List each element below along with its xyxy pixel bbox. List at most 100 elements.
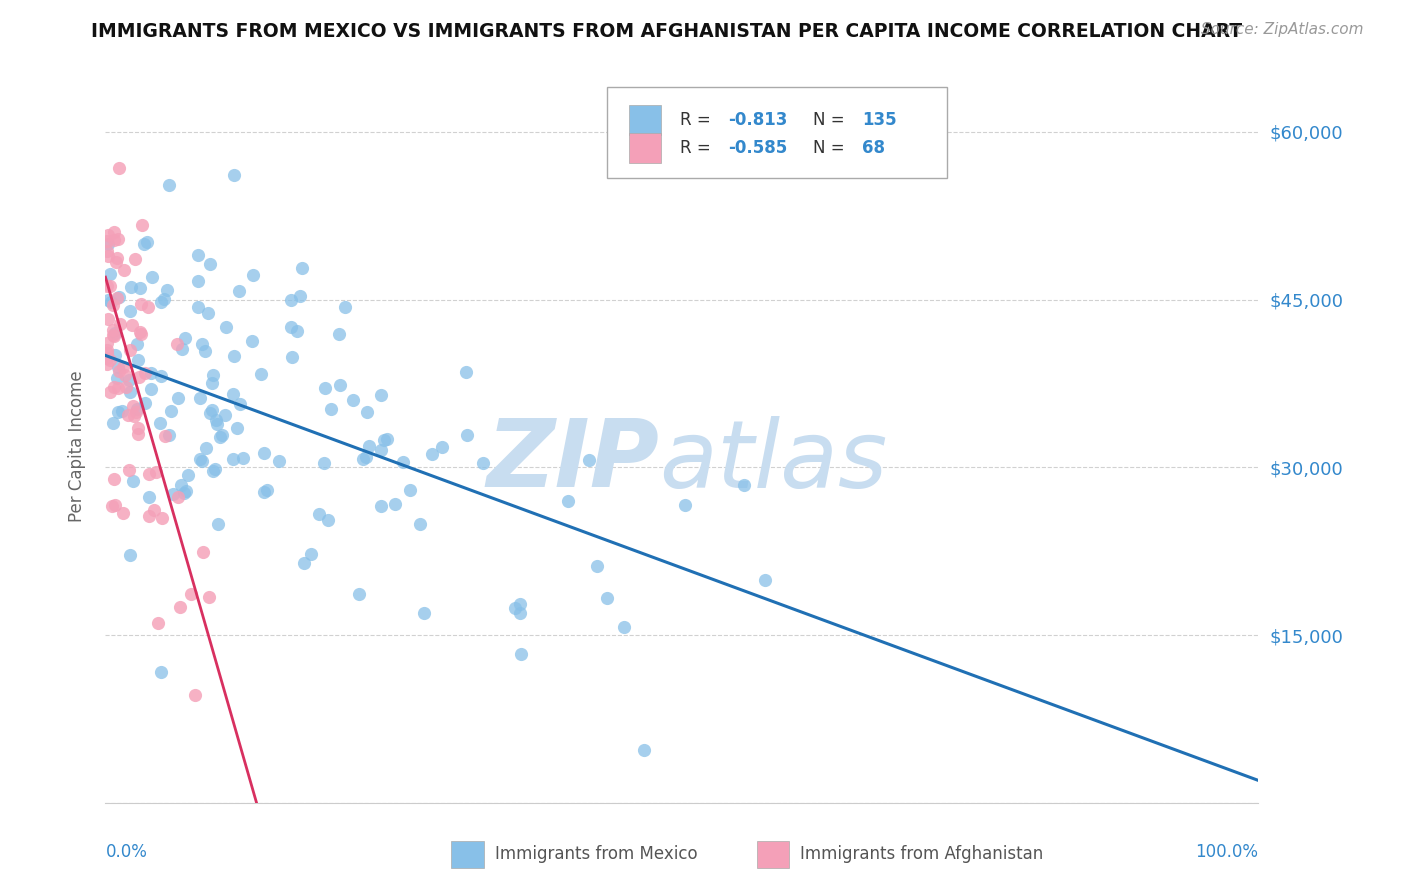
Point [285, 324, 308, 338]
Point [107, 405, 129, 419]
Point [392, 455, 415, 469]
Point [103, 472, 125, 486]
Point [430, 440, 453, 454]
Point [141, 269, 163, 284]
Point [139, 382, 162, 396]
Point [122, 409, 145, 423]
Point [103, 233, 125, 247]
Point [312, 456, 335, 470]
Point [166, 491, 188, 505]
Point [96, 346, 118, 360]
Point [413, 606, 436, 620]
Point [198, 406, 221, 420]
Point [98, 385, 121, 400]
Point [150, 368, 173, 383]
Text: 135: 135 [862, 112, 897, 129]
Point [153, 293, 176, 307]
Point [195, 441, 218, 455]
Point [211, 428, 233, 442]
Point [201, 402, 224, 417]
Point [96, 244, 118, 258]
Point [335, 300, 357, 314]
FancyBboxPatch shape [756, 840, 789, 868]
Point [373, 433, 395, 447]
Point [103, 323, 125, 337]
Point [104, 326, 127, 340]
Point [375, 432, 398, 446]
Point [733, 477, 755, 491]
Point [118, 548, 141, 562]
Point [319, 401, 342, 416]
Point [204, 462, 226, 476]
Point [191, 545, 214, 559]
Text: atlas: atlas [659, 416, 887, 507]
Point [105, 291, 128, 305]
Text: R =: R = [679, 112, 716, 129]
Point [104, 499, 127, 513]
Point [134, 396, 156, 410]
Point [162, 487, 184, 501]
Point [128, 369, 150, 384]
Point [96, 336, 118, 351]
Point [329, 378, 352, 392]
Point [169, 600, 191, 615]
Point [352, 452, 374, 467]
Point [586, 559, 609, 574]
Point [127, 421, 149, 435]
Point [209, 430, 232, 444]
Text: Per Capita Income: Per Capita Income [69, 370, 86, 522]
Point [112, 506, 135, 520]
Point [180, 587, 202, 601]
Point [370, 388, 392, 402]
Point [166, 337, 188, 351]
Text: 0.0%: 0.0% [105, 843, 148, 861]
Point [100, 294, 122, 309]
Point [456, 428, 478, 442]
Point [557, 494, 579, 508]
Point [128, 325, 150, 339]
Point [249, 367, 271, 381]
Point [103, 380, 125, 394]
Point [202, 464, 225, 478]
Point [357, 439, 380, 453]
Text: R =: R = [679, 139, 716, 157]
Point [215, 320, 238, 334]
Point [107, 232, 129, 246]
Point [509, 607, 531, 621]
Point [253, 446, 276, 460]
Point [100, 499, 122, 513]
Point [136, 300, 159, 314]
Point [107, 360, 129, 375]
Point [228, 284, 250, 298]
Point [127, 402, 149, 417]
Point [114, 368, 136, 383]
Point [118, 343, 141, 358]
Point [121, 399, 143, 413]
Point [124, 252, 146, 267]
Point [191, 454, 214, 468]
Point [96, 279, 118, 293]
Text: Immigrants from Afghanistan: Immigrants from Afghanistan [800, 846, 1043, 863]
Point [150, 295, 173, 310]
Point [139, 366, 162, 380]
Point [105, 252, 128, 266]
Point [197, 306, 219, 320]
Point [97, 227, 120, 242]
Point [170, 342, 193, 356]
Point [596, 591, 619, 605]
Point [131, 326, 153, 341]
Point [472, 456, 495, 470]
Point [174, 331, 197, 345]
Point [98, 278, 121, 293]
Point [107, 381, 129, 395]
Point [256, 483, 278, 498]
Point [174, 484, 197, 499]
Point [342, 392, 364, 407]
FancyBboxPatch shape [628, 133, 661, 163]
Point [301, 547, 323, 561]
Point [97, 311, 120, 326]
Point [328, 326, 350, 341]
Point [148, 416, 170, 430]
Point [138, 490, 160, 504]
Point [101, 328, 124, 343]
